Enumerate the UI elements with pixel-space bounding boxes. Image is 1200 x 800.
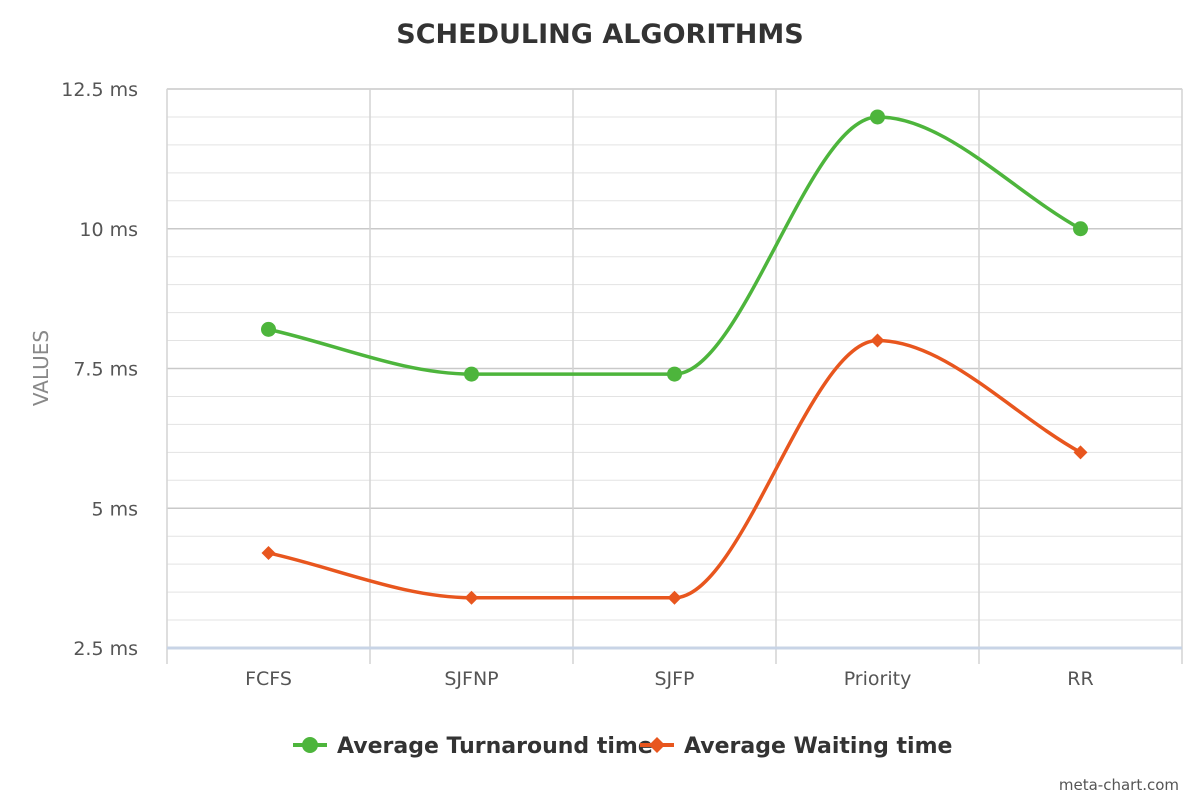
grid-lines — [166, 88, 1183, 664]
legend-item[interactable]: Average Turnaround time — [293, 734, 653, 759]
series-lines — [266, 115, 1083, 600]
legend[interactable]: Average Turnaround time Average Waiting t… — [293, 734, 952, 759]
legend-label: Average Turnaround time — [337, 734, 653, 759]
legend-label: Average Waiting time — [684, 734, 952, 759]
y-axis-label: VALUES — [29, 330, 53, 406]
y-axis-ticks: 2.5 ms 5 ms 7.5 ms 10 ms 12.5 ms — [61, 79, 138, 660]
data-point — [464, 590, 479, 605]
x-tick-label: SJFP — [654, 668, 694, 690]
legend-item[interactable]: Average Waiting time — [640, 734, 952, 759]
credit-text[interactable]: meta-chart.com — [1059, 776, 1179, 794]
legend-marker — [649, 737, 665, 753]
data-point — [870, 109, 885, 125]
x-tick-label: SJFNP — [444, 668, 498, 690]
series-line-2 — [266, 338, 1083, 600]
y-tick-label: 7.5 ms — [73, 359, 138, 381]
data-point — [667, 590, 682, 605]
data-point — [667, 366, 682, 382]
x-tick-label: Priority — [844, 668, 912, 690]
x-axis-ticks: FCFS SJFNP SJFP Priority RR — [245, 668, 1094, 690]
chart-title: SCHEDULING ALGORITHMS — [396, 19, 803, 50]
x-tick-label: RR — [1067, 668, 1093, 690]
series-markers — [261, 109, 1088, 605]
data-point — [1073, 221, 1088, 237]
data-point — [1073, 445, 1088, 460]
y-tick-label: 12.5 ms — [61, 79, 138, 101]
y-tick-label: 10 ms — [79, 219, 138, 241]
legend-marker — [302, 737, 318, 753]
x-tick-label: FCFS — [245, 668, 292, 690]
series-line-1 — [266, 115, 1083, 376]
data-point — [870, 333, 885, 348]
y-tick-label: 5 ms — [91, 498, 138, 520]
data-point — [261, 545, 276, 560]
data-point — [261, 321, 276, 337]
data-point — [464, 366, 479, 382]
y-tick-label: 2.5 ms — [73, 638, 138, 660]
